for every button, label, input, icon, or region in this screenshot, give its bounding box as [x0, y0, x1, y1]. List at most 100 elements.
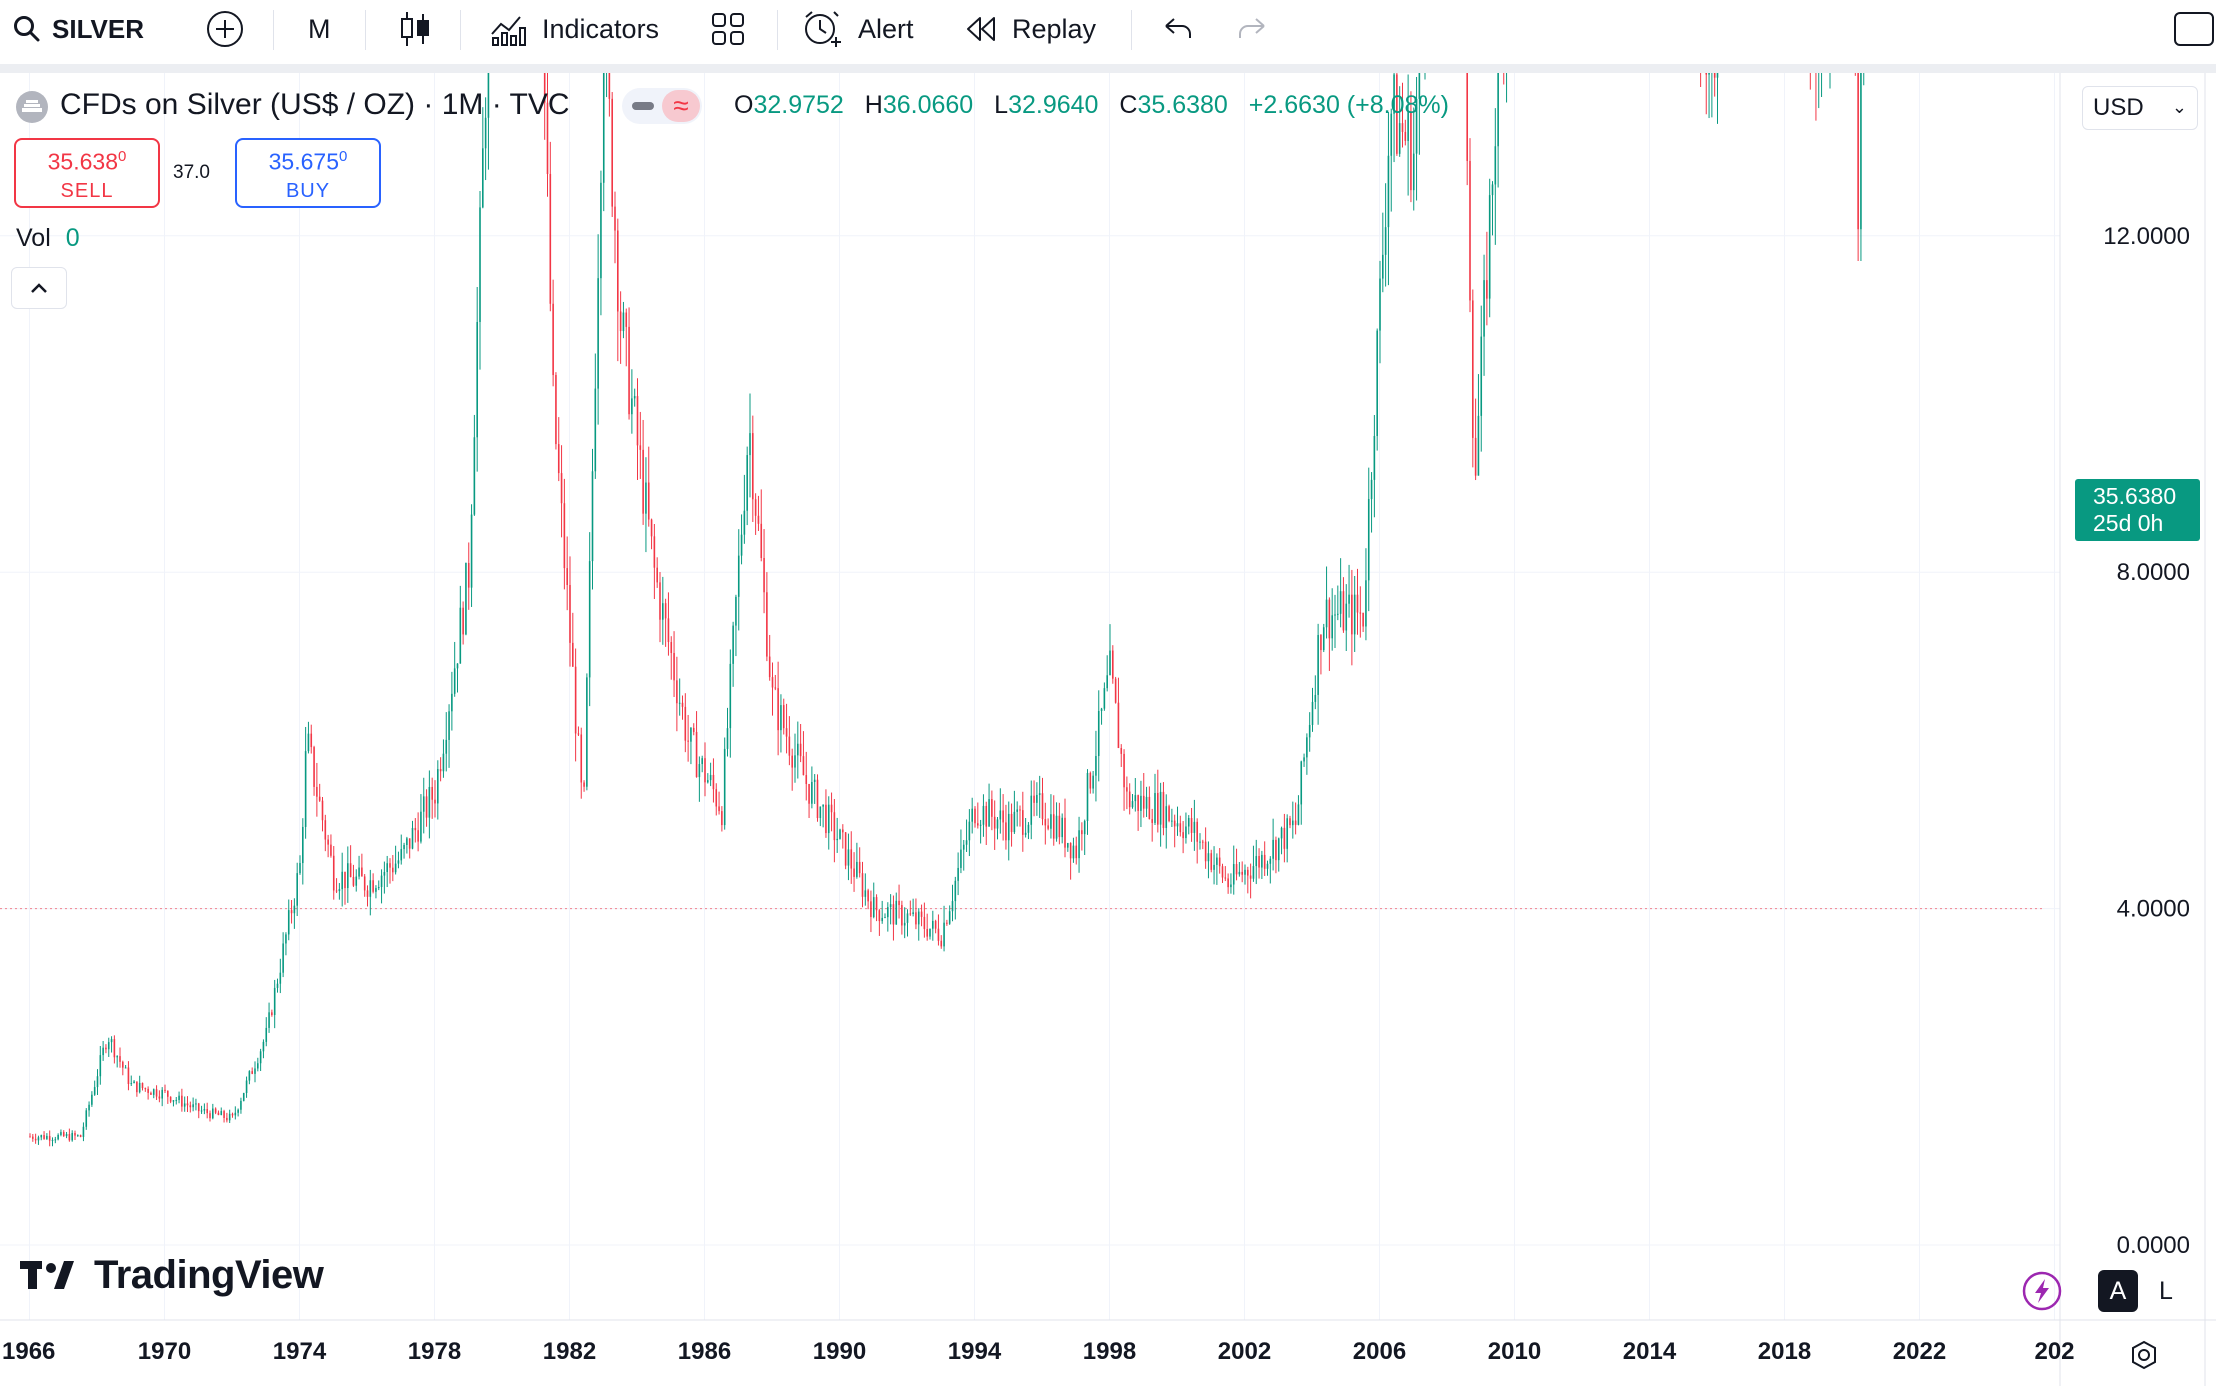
candle-body [1412, 153, 1415, 191]
interval-button[interactable]: M [308, 0, 331, 58]
candle-body [380, 875, 383, 887]
candle-body [1390, 113, 1393, 156]
auto-scale-button[interactable]: A [2098, 1270, 2138, 1312]
candle-body [1075, 845, 1078, 859]
candle-body [639, 445, 642, 450]
buy-button[interactable]: 35.6750 BUY [235, 138, 381, 208]
candle-body [1384, 227, 1387, 255]
candle-body [645, 482, 647, 514]
candle-body [127, 1067, 130, 1085]
chart-type-button[interactable] [398, 0, 432, 58]
candle-body [1092, 775, 1094, 789]
collapse-legend-button[interactable] [11, 267, 67, 309]
candle-body [442, 753, 445, 772]
candle-body [704, 758, 706, 783]
currency-select[interactable]: USD ⌄ [2082, 86, 2198, 130]
candle-body [1407, 111, 1409, 141]
candle-body [1294, 820, 1297, 825]
candle-body [282, 943, 284, 973]
candle-body [1131, 801, 1134, 808]
candle-body [285, 934, 287, 944]
volume-legend[interactable]: Vol 0 [16, 224, 80, 253]
candle-body [909, 913, 912, 915]
candle-body [1387, 155, 1390, 228]
candle-body [1249, 875, 1252, 879]
redo-button[interactable] [1236, 0, 1270, 58]
candle-body [186, 1103, 189, 1106]
fullscreen-button[interactable] [2172, 0, 2216, 58]
candle-body [347, 863, 349, 889]
candle-body [1365, 580, 1367, 627]
candle-body [1486, 280, 1488, 299]
candle-body [678, 702, 681, 704]
candle-body [1297, 804, 1300, 825]
candle-body [1334, 614, 1336, 616]
chart-area[interactable]: 52.000048.000044.000040.000032.000028.00… [0, 73, 2216, 1386]
candle-body [79, 1135, 82, 1137]
candle-body [1306, 737, 1308, 758]
candle-body [707, 780, 709, 783]
candle-body [676, 680, 678, 704]
candle-body [1171, 820, 1173, 822]
candle-body [1311, 701, 1314, 725]
candle-body [752, 433, 754, 500]
candle-body [611, 98, 613, 207]
candle-body [377, 886, 380, 889]
candle-body [29, 1136, 31, 1138]
candle-body [1382, 254, 1384, 279]
high-key: H [864, 91, 883, 119]
candle-body [889, 904, 892, 908]
log-scale-button[interactable]: L [2159, 1276, 2173, 1305]
toolbar-divider [777, 10, 778, 50]
candle-body [1241, 871, 1243, 875]
candle-body [257, 1063, 259, 1069]
candle-body [107, 1042, 110, 1050]
alert-button[interactable]: Alert [802, 0, 914, 58]
candle-body [68, 1134, 71, 1141]
candle-body [684, 706, 687, 741]
candle-body [448, 711, 450, 740]
candle-body [934, 920, 937, 929]
price-chart[interactable]: 52.000048.000044.000040.000032.000028.00… [0, 73, 2216, 1386]
candle-body [223, 1111, 225, 1118]
x-tick-label: 1990 [813, 1338, 866, 1365]
candle-body [422, 796, 425, 812]
undo-button[interactable] [1160, 0, 1194, 58]
candle-body [271, 1012, 273, 1016]
candle-body [133, 1081, 135, 1084]
candle-body [830, 804, 833, 813]
candle-body [1356, 594, 1359, 613]
buy-price: 35.675 [268, 148, 339, 175]
candle-body [1151, 819, 1153, 823]
data-mode-toggle[interactable]: ≈ [622, 88, 702, 124]
sell-button[interactable]: 35.6380 SELL [14, 138, 160, 208]
candle-body [1224, 877, 1227, 879]
candles-icon [401, 12, 429, 46]
chevron-up-icon [31, 283, 47, 293]
candle-body [853, 868, 855, 877]
ohlc-values: O32.9752 H36.0660 L32.9640 C35.6380 +2.6… [734, 91, 1463, 120]
candle-body [690, 727, 692, 742]
candle-body [836, 838, 838, 841]
candle-body [1362, 612, 1364, 627]
chart-settings-button[interactable] [2124, 1334, 2164, 1376]
flash-button[interactable] [2020, 1270, 2064, 1312]
candle-body [560, 473, 563, 504]
candle-body [642, 449, 644, 514]
candle-body [619, 311, 622, 332]
chart-title[interactable]: CFDs on Silver (US$ / OZ) · 1M · TVC [60, 88, 570, 121]
candle-body [1261, 854, 1263, 868]
candle-body [1027, 824, 1030, 833]
candle-body [1396, 74, 1398, 154]
candle-body [743, 510, 746, 535]
compare-button[interactable] [205, 0, 245, 58]
tradingview-logo[interactable]: TradingView [20, 1253, 324, 1297]
symbol-search-button[interactable]: SILVER [12, 0, 144, 58]
indicators-button[interactable]: Indicators [490, 0, 659, 58]
candle-body [766, 592, 768, 657]
candle-body [1140, 795, 1142, 811]
replay-button[interactable]: Replay [964, 0, 1096, 58]
x-tick-label: 2010 [1488, 1338, 1541, 1365]
candle-body [878, 910, 881, 922]
layout-button[interactable] [711, 0, 745, 58]
